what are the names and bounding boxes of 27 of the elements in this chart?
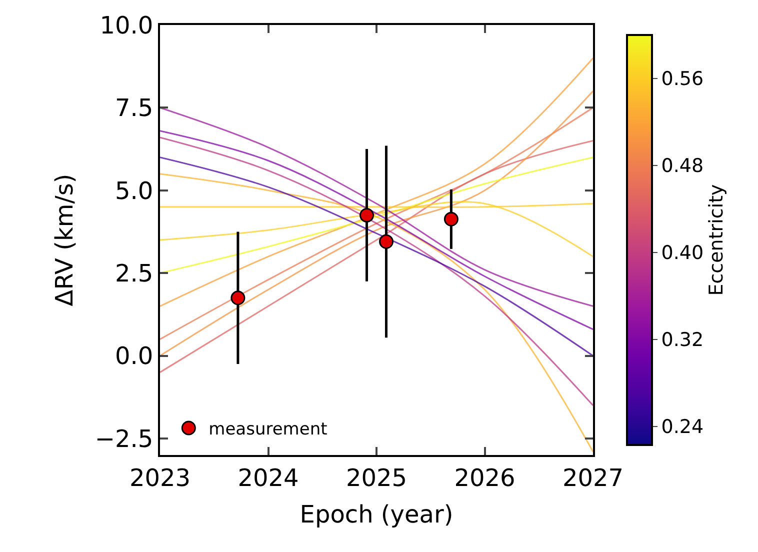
color-bar-label: 0.48 [661, 155, 704, 178]
x-axis-title: Epoch (year) [300, 500, 454, 529]
y-tick-label: 5.0 [115, 176, 154, 205]
y-tick-label: 2.5 [115, 259, 154, 288]
x-tick-label: 2024 [238, 464, 299, 492]
color-bar-label: 0.40 [661, 242, 704, 264]
x-tick-label: 2026 [454, 464, 516, 492]
point [444, 212, 458, 226]
x-tick-label: 2023 [129, 464, 191, 492]
color-bar-label: 0.32 [661, 329, 704, 352]
legend-label: measurement [208, 420, 328, 440]
y-tick-label: −2.5 [94, 424, 154, 453]
color-bar-label: 0.24 [661, 416, 704, 438]
line-series [160, 156, 593, 274]
color-bar-title: Eccentricity [706, 184, 728, 296]
point [360, 208, 374, 222]
color-bar-label: 0.56 [661, 68, 704, 90]
y-tick-label: 7.5 [115, 94, 154, 122]
line-series [160, 57, 593, 307]
y-tick-label: 0.0 [115, 342, 154, 370]
x-tick-label: 2027 [562, 464, 624, 492]
x-tick-label: 2025 [346, 464, 408, 492]
point [378, 234, 394, 249]
line-series [160, 173, 593, 452]
y-tick-label: 10.0 [100, 11, 154, 40]
y-axis-title: ΔRV (km/s) [50, 174, 79, 306]
point [230, 290, 246, 306]
